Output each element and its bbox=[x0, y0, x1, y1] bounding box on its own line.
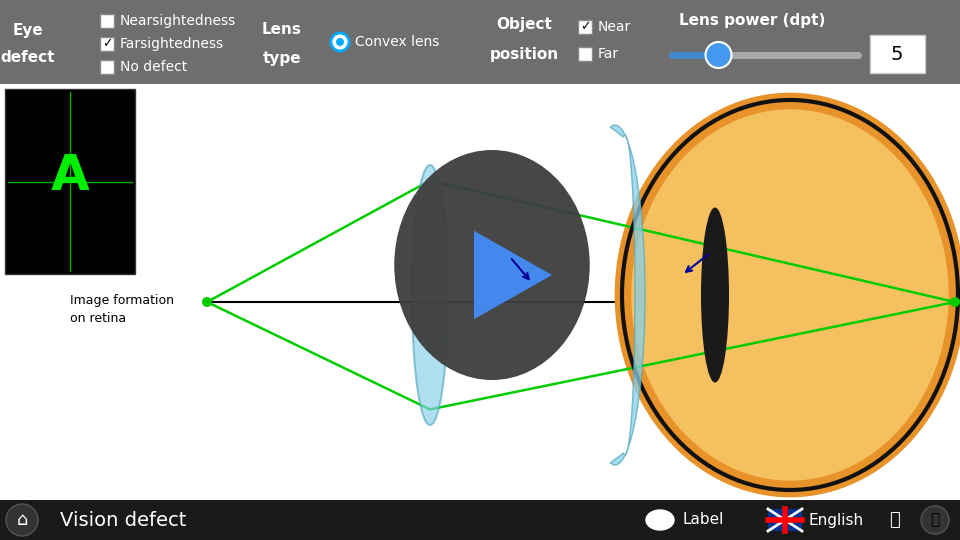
Polygon shape bbox=[474, 231, 552, 319]
Bar bbox=[768, 509, 802, 531]
Bar bbox=[578, 20, 592, 34]
Text: English: English bbox=[808, 512, 863, 528]
Text: ✓: ✓ bbox=[102, 37, 112, 51]
Text: defect: defect bbox=[1, 51, 56, 65]
Text: position: position bbox=[490, 48, 559, 63]
Bar bbox=[578, 47, 592, 61]
Text: ⛶: ⛶ bbox=[890, 511, 900, 529]
Ellipse shape bbox=[701, 207, 729, 382]
Text: Far: Far bbox=[598, 47, 619, 61]
Text: type: type bbox=[263, 51, 301, 65]
Text: Nearsightedness: Nearsightedness bbox=[120, 14, 236, 28]
Bar bbox=[0, 500, 960, 540]
Ellipse shape bbox=[395, 150, 589, 380]
Circle shape bbox=[336, 38, 344, 46]
Text: Eye: Eye bbox=[12, 23, 43, 37]
Text: Convex lens: Convex lens bbox=[355, 35, 440, 49]
Circle shape bbox=[6, 504, 38, 536]
Bar bbox=[5, 89, 135, 274]
Bar bbox=[870, 35, 925, 73]
Text: ✓: ✓ bbox=[580, 21, 590, 33]
Ellipse shape bbox=[646, 510, 674, 530]
Text: Near: Near bbox=[598, 20, 632, 34]
Circle shape bbox=[331, 33, 349, 51]
Text: Label: Label bbox=[683, 512, 725, 528]
Circle shape bbox=[706, 42, 732, 68]
Text: 🚫: 🚫 bbox=[930, 512, 940, 528]
Bar bbox=[0, 84, 960, 500]
Ellipse shape bbox=[627, 105, 953, 485]
Text: Image formation
on retina: Image formation on retina bbox=[70, 294, 174, 325]
Text: 5: 5 bbox=[891, 44, 903, 64]
Bar bbox=[100, 60, 114, 74]
Text: No defect: No defect bbox=[120, 60, 187, 74]
Text: Farsightedness: Farsightedness bbox=[120, 37, 224, 51]
Circle shape bbox=[921, 506, 949, 534]
Circle shape bbox=[950, 297, 960, 307]
Bar bbox=[0, 0, 960, 84]
Text: Object: Object bbox=[496, 17, 552, 32]
Text: ⌂: ⌂ bbox=[16, 511, 28, 529]
Text: Lens power (dpt): Lens power (dpt) bbox=[679, 12, 826, 28]
Bar bbox=[100, 14, 114, 28]
Circle shape bbox=[202, 297, 212, 307]
Text: Vision defect: Vision defect bbox=[60, 510, 186, 530]
Text: A: A bbox=[51, 152, 89, 200]
Text: Lens: Lens bbox=[262, 23, 302, 37]
Polygon shape bbox=[611, 125, 645, 465]
Bar bbox=[100, 37, 114, 51]
Polygon shape bbox=[412, 165, 448, 425]
